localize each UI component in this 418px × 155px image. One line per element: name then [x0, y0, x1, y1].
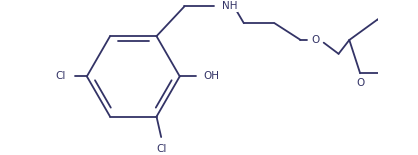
Text: OH: OH — [204, 71, 219, 81]
Text: NH: NH — [222, 1, 237, 11]
Text: O: O — [311, 35, 319, 45]
Text: Cl: Cl — [55, 71, 66, 81]
Text: O: O — [356, 78, 364, 88]
Text: Cl: Cl — [156, 144, 166, 155]
